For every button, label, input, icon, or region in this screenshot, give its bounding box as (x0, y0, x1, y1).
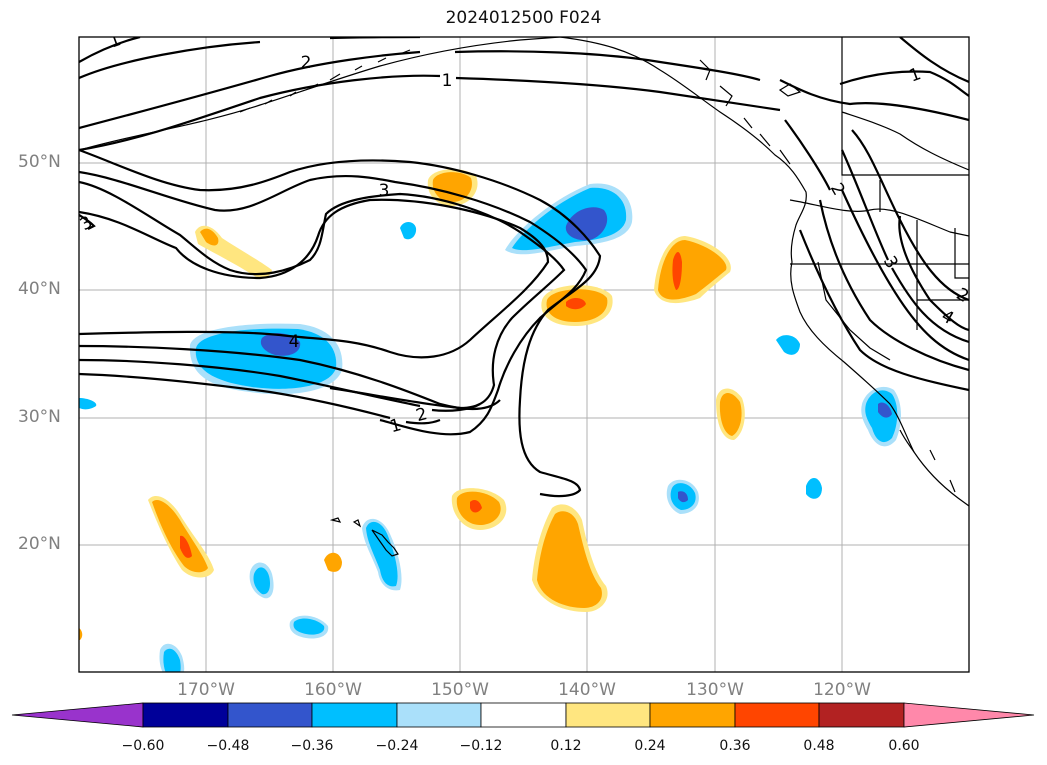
colorbar-tick: 0.24 (634, 738, 666, 754)
chart-title: 2024012500 F024 (445, 8, 602, 28)
contour-line (79, 372, 441, 425)
colorbar-tick: −0.48 (206, 738, 250, 754)
positive-anomaly-patch (200, 228, 219, 246)
colorbar-tick: −0.60 (121, 738, 165, 754)
strong-positive-anomaly-patch (672, 252, 682, 290)
contour-label: 2 (301, 53, 312, 73)
contour-line (79, 37, 141, 63)
negative-anomaly-patch (253, 567, 271, 595)
colorbar-segment (142, 702, 229, 728)
contour-line (840, 149, 969, 344)
colorbar-extension-high (903, 702, 1035, 728)
colorbar-segment (480, 702, 567, 728)
lon-label-120w: 120°W (813, 680, 871, 700)
contour-label: 4 (289, 332, 300, 352)
lat-label-40n: 40°N (18, 279, 61, 299)
contour-label: 2 (414, 404, 430, 426)
strong-positive-anomaly-patch (470, 500, 482, 513)
strong-negative-anomaly-patch (565, 207, 608, 241)
contour-line (784, 119, 969, 362)
colorbar-tick: −0.24 (375, 738, 419, 754)
contour-line (79, 74, 781, 152)
contour-lines (79, 37, 969, 498)
contour-line (839, 70, 969, 97)
contour-label: 1 (442, 71, 453, 91)
colorbar-segment (227, 702, 313, 728)
colorbar-segment (734, 702, 820, 728)
negative-anomaly-patch (79, 398, 97, 410)
lat-label-50n: 50°N (18, 152, 61, 172)
positive-anomaly-patch (719, 393, 742, 436)
contour-line (779, 79, 969, 122)
positive-anomaly-patch (432, 172, 472, 202)
negative-anomaly-patch (293, 618, 325, 635)
contour-line (79, 50, 761, 130)
negative-anomaly-patch (806, 477, 822, 499)
lon-label-150w: 150°W (431, 680, 489, 700)
colorbar-segment (649, 702, 736, 728)
lat-label-30n: 30°N (18, 407, 61, 427)
positive-anomaly-patch (79, 628, 83, 640)
strong-negative-anomaly-patch (678, 491, 688, 503)
contour-line (79, 358, 481, 412)
strong-positive-anomaly-patch (180, 535, 192, 558)
negative-anomaly-patch (776, 335, 800, 355)
colorbar-segment (565, 702, 651, 728)
contour-label: 1 (388, 415, 404, 437)
lon-label-160w: 160°W (304, 680, 362, 700)
negative-anomaly-patch (400, 222, 417, 240)
colorbar-segment (818, 702, 905, 728)
coastlines (79, 37, 969, 557)
contour-line (79, 180, 566, 410)
negative-anomaly-patch (195, 328, 337, 389)
strong-negative-anomaly-patch (878, 402, 892, 418)
negative-anomaly-patch (163, 648, 181, 672)
colorbar-tick: −0.36 (290, 738, 334, 754)
positive-anomaly-patch (324, 552, 342, 572)
negative-anomaly-patch (366, 521, 398, 587)
strong-positive-anomaly-patch (566, 298, 586, 310)
contour-line (79, 214, 96, 230)
colorbar-segment (396, 702, 482, 728)
lon-label-130w: 130°W (686, 680, 744, 700)
contour-line (818, 199, 969, 372)
lat-label-20n: 20°N (18, 534, 61, 554)
contour-line (79, 198, 550, 359)
colorbar-segment (311, 702, 398, 728)
colorbar-tick: 0.36 (719, 738, 751, 754)
contour-label: 3 (379, 181, 390, 201)
colorbar-tick: 0.60 (888, 738, 920, 754)
lon-label-140w: 140°W (558, 680, 616, 700)
contour-line (899, 37, 969, 84)
colorbar-tick: 0.12 (550, 738, 582, 754)
colorbar-tick: 0.48 (803, 738, 835, 754)
lon-label-170w: 170°W (177, 680, 235, 700)
colorbar (11, 702, 1035, 728)
contour-label: 1 (107, 30, 124, 52)
contour-label: 1 (907, 64, 924, 86)
map-frame (78, 36, 970, 673)
contour-line (79, 148, 602, 498)
strong-negative-anomaly-patch (260, 333, 301, 356)
shaded-anomalies (79, 169, 901, 672)
colorbar-tick: −0.12 (459, 738, 503, 754)
colorbar-extension-low (11, 702, 144, 728)
positive-anomaly-patch (537, 511, 602, 608)
contour-line (798, 229, 969, 392)
contour-line (898, 215, 969, 332)
